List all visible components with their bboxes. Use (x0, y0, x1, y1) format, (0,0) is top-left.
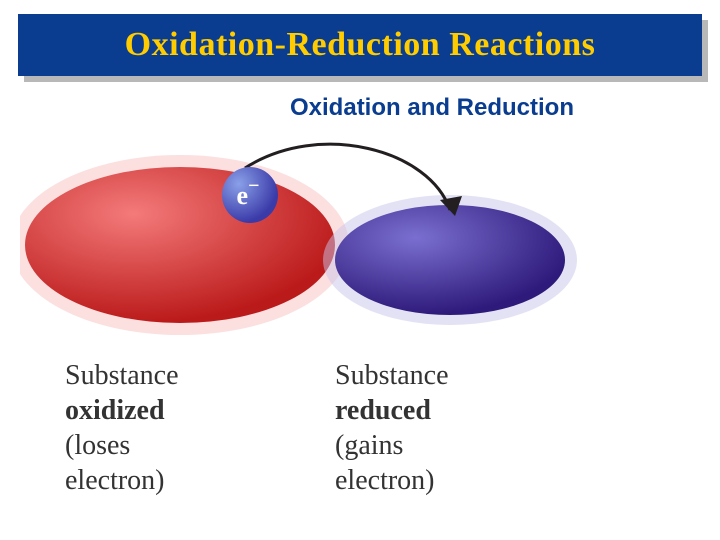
oxidized-line2: oxidized (65, 393, 179, 428)
title-text: Oxidation-Reduction Reactions (125, 26, 596, 64)
oxidized-line4: electron) (65, 463, 179, 498)
blue-atom (335, 205, 565, 315)
reduced-label: Substance reduced (gains electron) (335, 358, 449, 498)
title-banner-container: Oxidation-Reduction Reactions (18, 14, 702, 80)
electron-symbol: e (237, 181, 249, 210)
oxidized-line3: (loses (65, 428, 179, 463)
redox-diagram: e− Substance oxidized (loses electron) S… (20, 140, 700, 500)
reduced-line4: electron) (335, 463, 449, 498)
reduced-line3: (gains (335, 428, 449, 463)
oxidized-line1: Substance (65, 358, 179, 393)
electron-charge: − (248, 175, 259, 197)
subtitle-text: Oxidation and Reduction (290, 94, 574, 121)
subtitle: Oxidation and Reduction (290, 94, 574, 122)
reduced-line1: Substance (335, 358, 449, 393)
red-atom (25, 167, 335, 323)
reduced-line2: reduced (335, 393, 449, 428)
title-banner: Oxidation-Reduction Reactions (18, 14, 702, 76)
diagram-svg: e− (20, 140, 700, 350)
oxidized-label: Substance oxidized (loses electron) (65, 358, 179, 498)
